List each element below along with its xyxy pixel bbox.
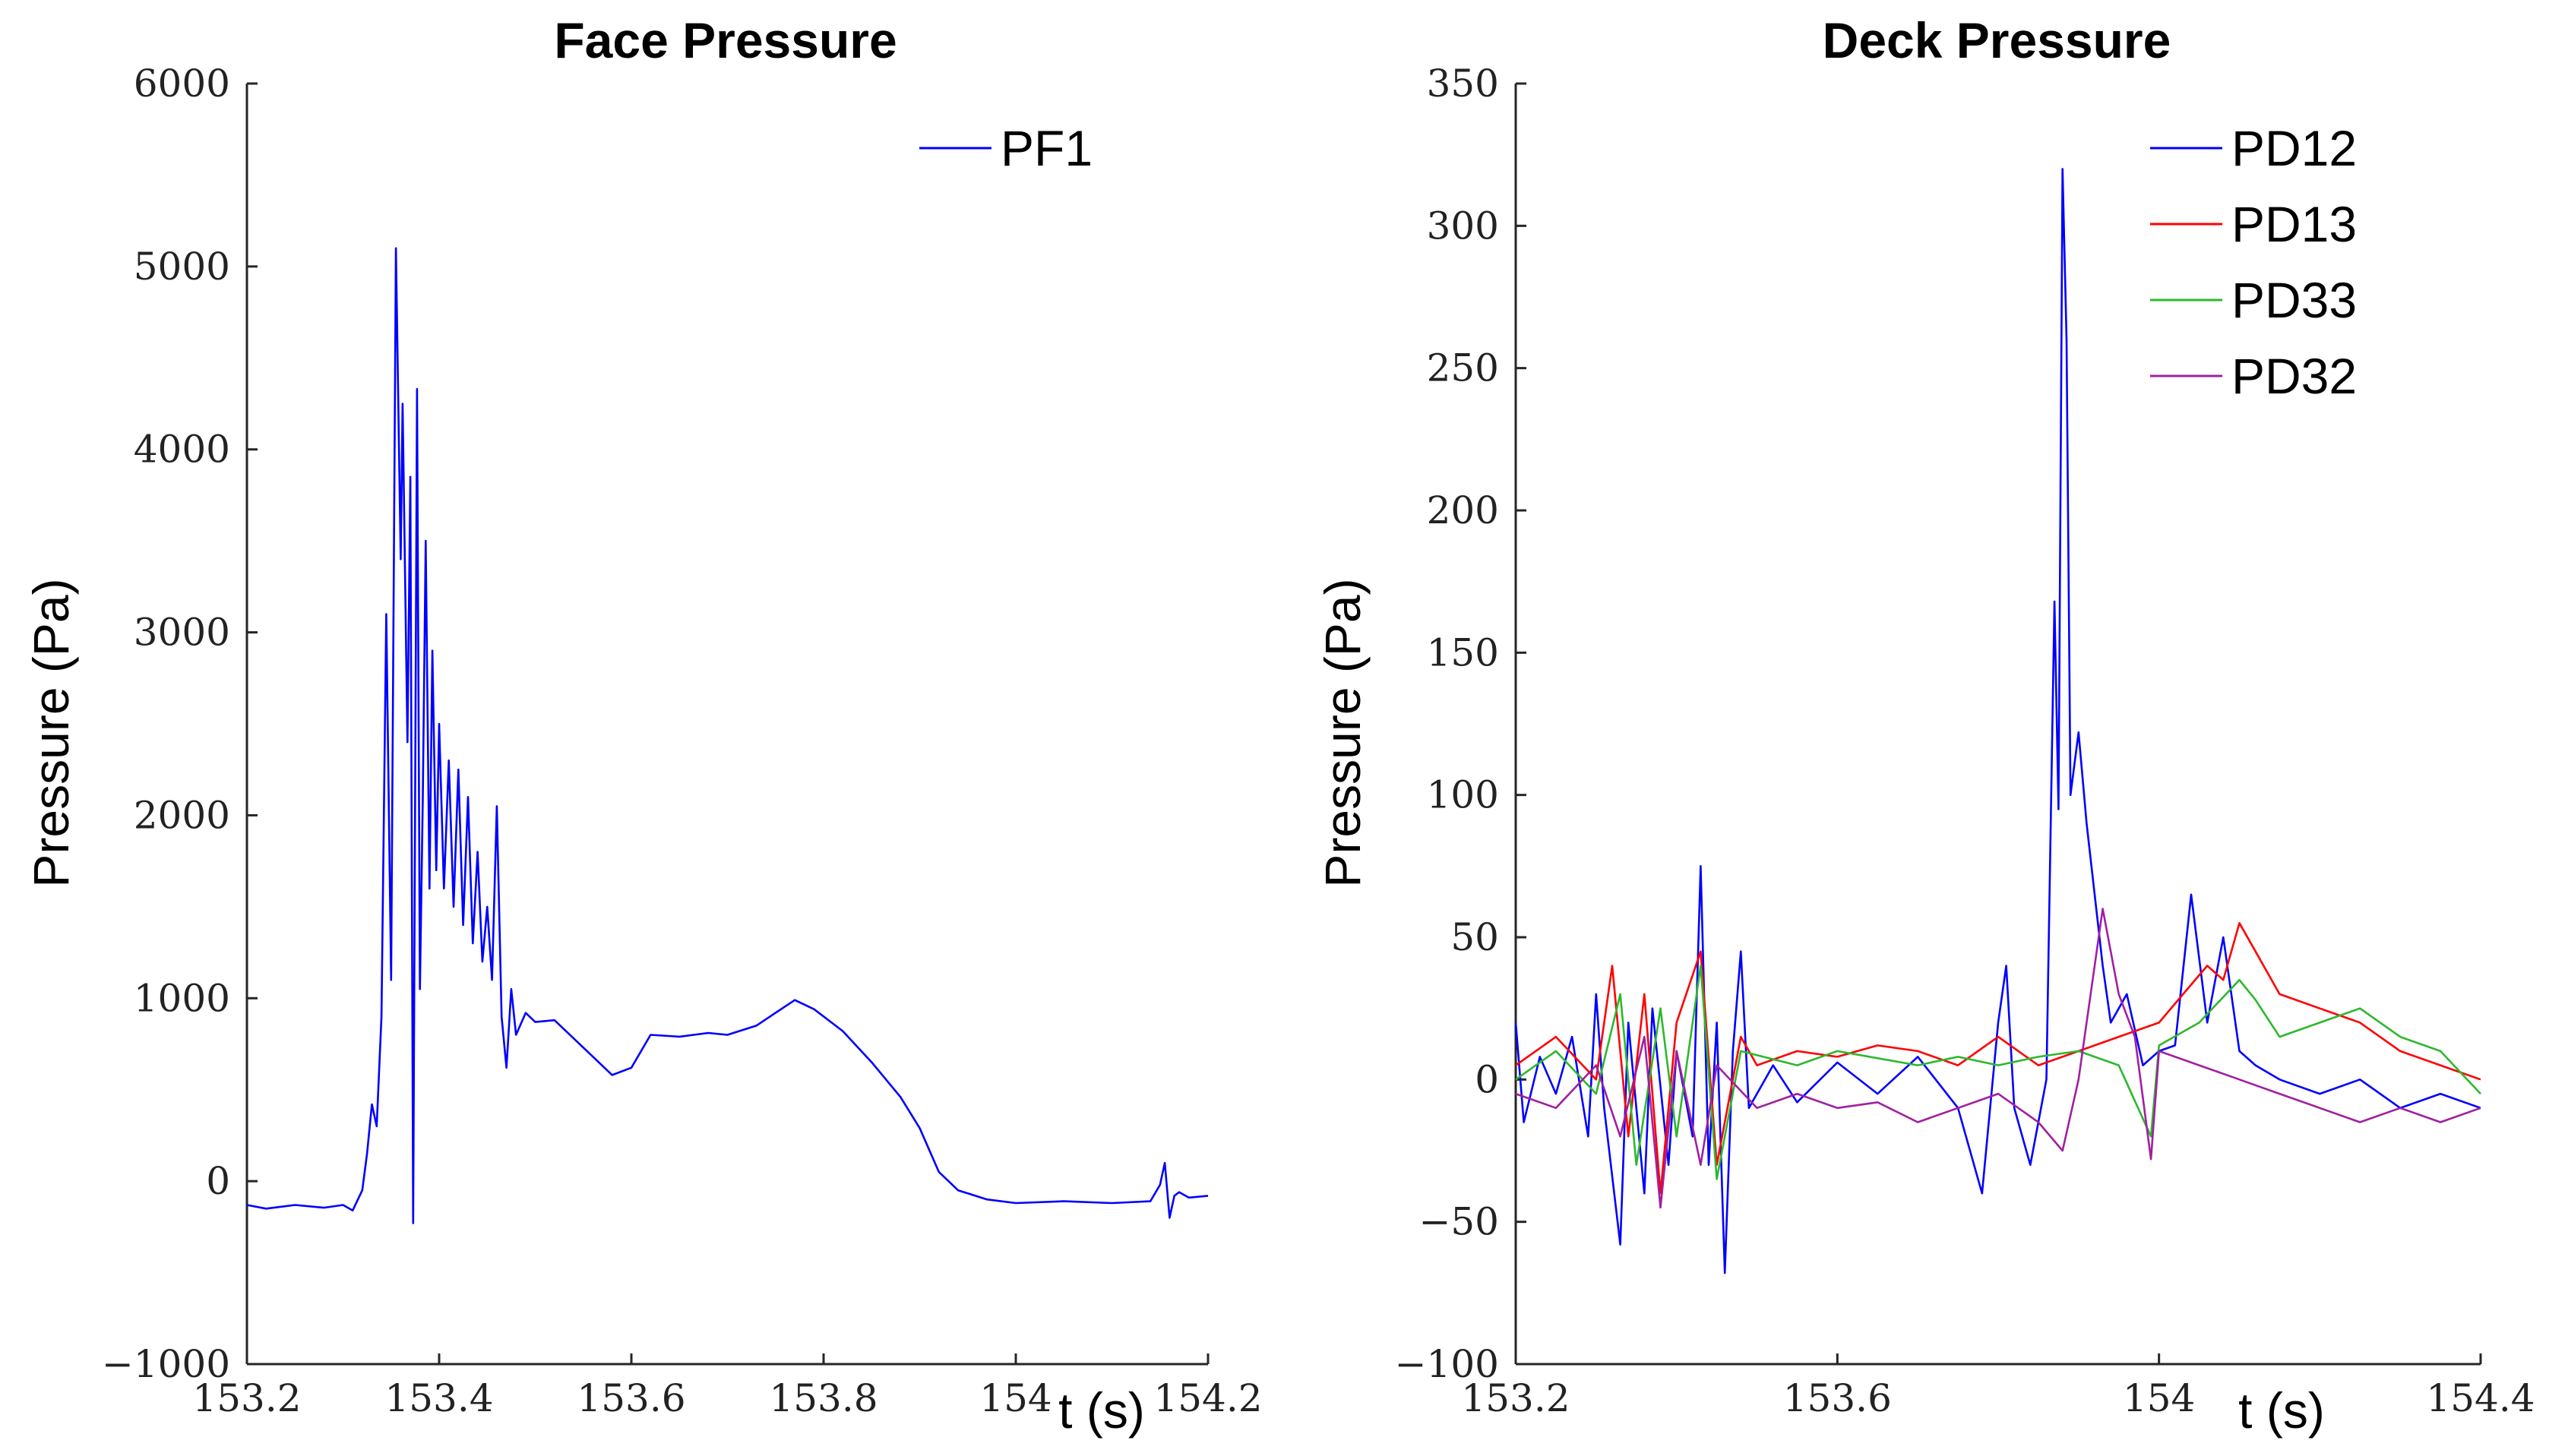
y-tick-label: −1000 <box>102 1342 230 1386</box>
y-tick-label: 3000 <box>134 611 230 655</box>
x-tick-label: 153.6 <box>1783 1376 1892 1420</box>
legend-label: PF1 <box>1001 120 1093 176</box>
y-axis-label: Pressure (Pa) <box>1314 578 1371 887</box>
y-tick-label: 6000 <box>134 62 230 106</box>
series-line-pd12 <box>1514 168 2481 1274</box>
y-tick-label: 0 <box>206 1159 230 1203</box>
y-tick-label: 1000 <box>134 976 230 1020</box>
series-line-pd33 <box>1515 965 2481 1180</box>
x-tick-label: 154 <box>979 1376 1052 1420</box>
y-tick-label: 50 <box>1450 915 1499 959</box>
y-tick-label: 250 <box>1427 346 1499 390</box>
x-tick-label: 153.2 <box>192 1376 301 1420</box>
x-tick-label: 153.6 <box>577 1376 685 1420</box>
legend-label: PD12 <box>2231 120 2357 176</box>
y-tick-label: 200 <box>1427 488 1499 532</box>
x-tick-label: 153.8 <box>769 1376 878 1420</box>
legend-label: PD32 <box>2231 348 2357 404</box>
legend: PD12 PD13 PD33 PD32 <box>2150 120 2357 404</box>
deck-pressure-chart: Deck Pressure Pressure (Pa) t (s) −100 −5… <box>1314 12 2535 1439</box>
x-tick-label: 154.2 <box>1153 1376 1262 1420</box>
y-tick-label: 300 <box>1427 204 1499 248</box>
y-axis-label: Pressure (Pa) <box>23 578 79 887</box>
face-pressure-chart: Face Pressure Pressure (Pa) t (s) −1000 0… <box>23 12 1263 1439</box>
y-tick-label: 4000 <box>134 428 230 472</box>
chart-title: Face Pressure <box>554 12 897 68</box>
legend-label: PD13 <box>2231 196 2357 252</box>
y-tick-label: −100 <box>1395 1342 1499 1386</box>
y-tick-label: 100 <box>1427 773 1499 817</box>
series-line-pf1 <box>246 247 1209 1224</box>
series-line-pd13 <box>1515 922 2481 1195</box>
y-tick-label: 350 <box>1427 62 1499 106</box>
y-tick-label: 2000 <box>134 793 230 837</box>
y-tick-label: 5000 <box>134 245 230 289</box>
x-axis-label: t (s) <box>2238 1382 2325 1439</box>
x-tick-label: 153.2 <box>1461 1376 1570 1420</box>
legend: PF1 <box>919 120 1093 176</box>
series-line-pd32 <box>1515 908 2481 1209</box>
y-tick-label: 0 <box>1475 1057 1499 1101</box>
x-axis-label: t (s) <box>1058 1382 1145 1439</box>
x-tick-label: 154.4 <box>2426 1376 2535 1420</box>
chart-title: Deck Pressure <box>1823 12 2171 68</box>
legend-label: PD33 <box>2231 272 2357 328</box>
y-tick-label: −50 <box>1418 1200 1499 1244</box>
x-tick-label: 153.4 <box>384 1376 493 1420</box>
x-tick-label: 154 <box>2123 1376 2195 1420</box>
y-tick-label: 150 <box>1427 630 1499 674</box>
